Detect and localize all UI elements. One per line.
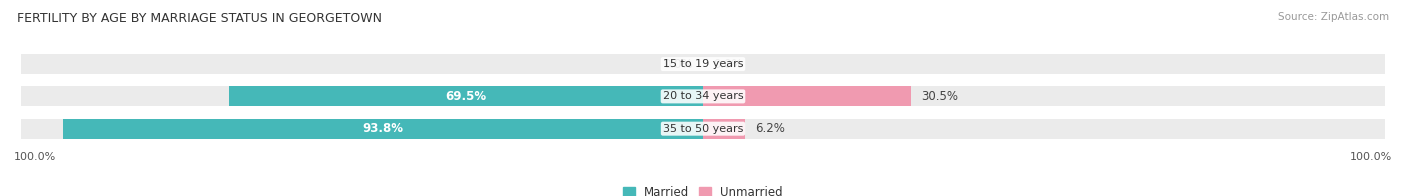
Bar: [21, 119, 703, 139]
Bar: [229, 86, 703, 106]
Text: 15 to 19 years: 15 to 19 years: [662, 59, 744, 69]
Bar: [63, 119, 703, 139]
Text: Source: ZipAtlas.com: Source: ZipAtlas.com: [1278, 12, 1389, 22]
Bar: [703, 86, 911, 106]
Text: 6.2%: 6.2%: [755, 122, 786, 135]
Bar: [703, 119, 745, 139]
Text: FERTILITY BY AGE BY MARRIAGE STATUS IN GEORGETOWN: FERTILITY BY AGE BY MARRIAGE STATUS IN G…: [17, 12, 382, 25]
Text: 100.0%: 100.0%: [14, 152, 56, 162]
Text: 30.5%: 30.5%: [921, 90, 959, 103]
Bar: [703, 54, 1385, 74]
Bar: [703, 86, 1385, 106]
Bar: [21, 54, 703, 74]
Bar: [21, 86, 703, 106]
Text: 35 to 50 years: 35 to 50 years: [662, 124, 744, 134]
Bar: [703, 119, 1385, 139]
Legend: Married, Unmarried: Married, Unmarried: [619, 182, 787, 196]
Text: 0.0%: 0.0%: [664, 58, 693, 71]
Text: 20 to 34 years: 20 to 34 years: [662, 91, 744, 101]
Text: 93.8%: 93.8%: [363, 122, 404, 135]
Text: 0.0%: 0.0%: [713, 58, 742, 71]
Text: 100.0%: 100.0%: [1350, 152, 1392, 162]
Text: 69.5%: 69.5%: [446, 90, 486, 103]
